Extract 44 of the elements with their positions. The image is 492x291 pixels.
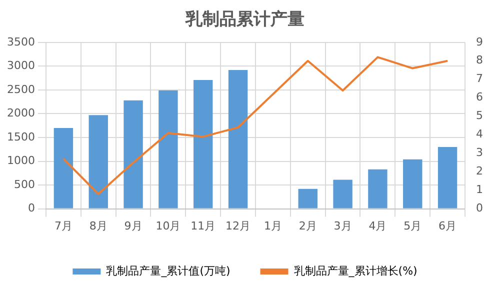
y2-tick-label: 6 (476, 90, 483, 104)
x-tick-label: 7月 (54, 219, 72, 232)
y2-tick-label: 1 (476, 183, 483, 196)
bar (158, 90, 178, 208)
y2-tick-label: 7 (476, 72, 483, 86)
y2-tick-label: 2 (476, 164, 483, 178)
x-tick-label: 12月 (226, 219, 251, 232)
y-tick-label: 500 (14, 178, 35, 191)
bar (298, 188, 318, 208)
bar (333, 180, 352, 208)
y2-tick-label: 3 (476, 146, 483, 160)
y-tick-label: 2000 (6, 106, 35, 120)
y2-tick-label: 8 (476, 54, 483, 67)
bar (54, 128, 74, 208)
bar (368, 169, 388, 208)
x-tick-label: 10月 (156, 219, 181, 232)
x-tick-label: 4月 (368, 219, 387, 232)
x-tick-label: 1月 (264, 219, 282, 232)
y-tick-label: 3500 (6, 35, 35, 48)
x-tick-label: 6月 (438, 219, 457, 232)
x-tick-label: 2月 (298, 219, 317, 232)
chart-title: 乳制品累计产量 (184, 10, 304, 30)
legend-label: 乳制品产量_累计增长(%) (294, 264, 418, 278)
bar (438, 146, 458, 208)
bar (228, 70, 248, 208)
bar (88, 115, 108, 208)
x-tick-label: 5月 (404, 219, 422, 232)
bar (403, 159, 422, 208)
y2-tick-label: 4 (476, 128, 483, 141)
x-tick-label: 9月 (124, 219, 142, 232)
y-tick-label: 2500 (6, 82, 35, 96)
x-tick-label: 3月 (334, 219, 352, 232)
y2-tick-label: 9 (476, 35, 483, 48)
x-tick-label: 11月 (190, 219, 216, 232)
legend-label: 乳制品产量_累计值(万吨) (106, 264, 230, 278)
y-tick-label: 1000 (6, 154, 35, 168)
x-tick-label: 8月 (89, 219, 108, 232)
bar (124, 100, 143, 208)
y-tick-label: 0 (28, 202, 35, 215)
y2-tick-label: 0 (476, 202, 483, 215)
y-tick-label: 3000 (6, 59, 35, 72)
y2-tick-label: 5 (476, 109, 483, 122)
bar (194, 80, 213, 208)
y-tick-label: 1500 (6, 130, 35, 144)
